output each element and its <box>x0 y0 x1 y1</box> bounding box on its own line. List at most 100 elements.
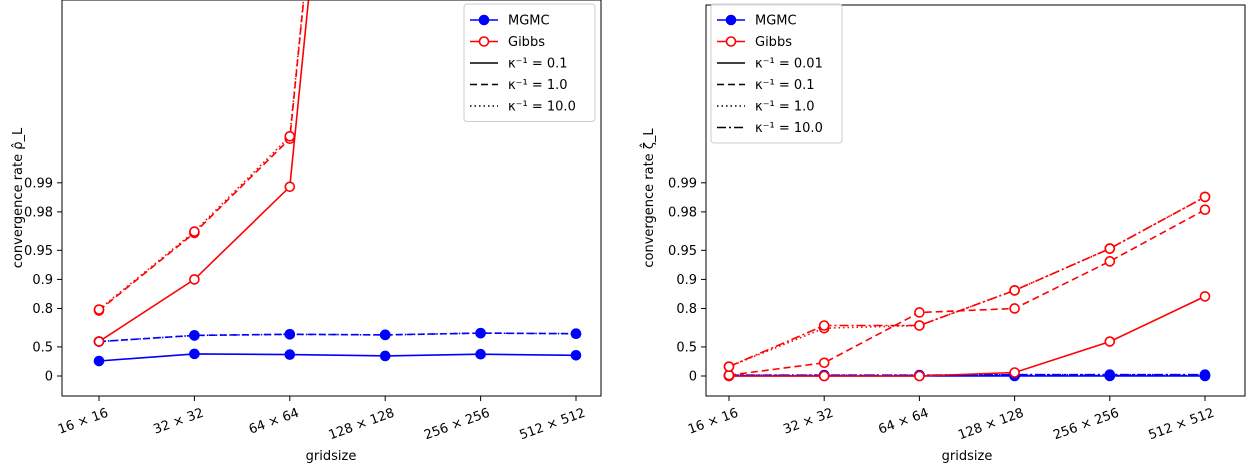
right-legend: MGMC Gibbs κ⁻¹ = 0.01 κ⁻¹ = 0.1 κ⁻¹ = 1.0 κ⁻¹… <box>710 3 843 144</box>
data-point <box>93 355 105 367</box>
series-line <box>98 0 310 343</box>
legend-label: Gibbs <box>508 35 545 50</box>
data-point <box>1104 369 1116 381</box>
x-tick-label: 128 × 128 <box>327 406 397 444</box>
series-line <box>98 0 305 311</box>
data-point <box>284 181 296 193</box>
y-tick-label: 0.8 <box>32 302 53 317</box>
data-point <box>723 369 735 381</box>
right-series-layer <box>723 191 1211 382</box>
data-point <box>189 226 200 237</box>
data-point <box>723 361 735 372</box>
data-point <box>818 320 830 331</box>
right-y-axis-label: convergence rate ζ̂_L <box>640 128 657 268</box>
y-tick-label: 0.8 <box>676 302 697 317</box>
data-point <box>914 307 925 318</box>
y-tick-label: 0 <box>45 370 53 385</box>
legend-label: κ⁻¹ = 10.0 <box>508 100 576 115</box>
y-tick-label: 0.98 <box>668 205 697 220</box>
data-point <box>379 350 391 362</box>
data-point <box>1104 256 1116 267</box>
series-line <box>98 332 577 343</box>
x-tick-label: 128 × 128 <box>956 406 1026 444</box>
x-tick-label: 256 × 256 <box>1051 406 1121 444</box>
series-line <box>729 295 1206 377</box>
series-line <box>98 0 305 312</box>
left-x-axis-label: gridsize <box>306 449 357 464</box>
legend-label: κ⁻¹ = 0.01 <box>755 57 823 72</box>
series-line <box>728 196 1206 368</box>
data-point <box>818 357 830 369</box>
data-point <box>1009 285 1020 296</box>
series-line <box>98 353 577 362</box>
data-point <box>284 349 296 360</box>
data-point <box>93 304 105 315</box>
x-tick-label: 512 × 512 <box>518 406 588 444</box>
y-tick-label: 0.95 <box>24 244 53 259</box>
data-point <box>1104 243 1116 254</box>
data-point <box>1199 291 1211 302</box>
right-x-axis-label: gridsize <box>942 449 993 464</box>
legend-label: MGMC <box>508 14 550 29</box>
legend-marker <box>478 36 490 47</box>
data-point <box>93 336 105 347</box>
chart-left: 16 × 16 32 × 32 64 × 64 128 × 128 256 × 256 5… <box>11 0 602 464</box>
left-y-ticks: 0 0.5 0.8 0.9 0.95 0.98 0.99 <box>24 176 62 385</box>
right-y-ticks: 0 0.5 0.8 0.9 0.95 0.98 0.99 <box>668 176 706 385</box>
data-point <box>284 130 296 142</box>
x-tick-label: 512 × 512 <box>1147 406 1217 444</box>
series-line <box>728 196 1206 368</box>
data-point <box>475 348 486 360</box>
legend-marker <box>725 36 737 47</box>
legend-marker <box>725 14 737 26</box>
x-tick-label: 32 × 32 <box>152 406 206 438</box>
y-tick-label: 0.9 <box>676 273 697 288</box>
left-y-axis-label: convergence rate ρ̂_L <box>11 127 26 268</box>
data-point <box>1199 204 1211 216</box>
data-point <box>570 349 582 361</box>
data-point <box>475 327 486 339</box>
y-tick-label: 0.5 <box>32 340 53 355</box>
x-tick-label: 16 × 16 <box>686 406 740 438</box>
data-point <box>1199 191 1211 203</box>
y-tick-label: 0.9 <box>32 273 53 288</box>
series-line <box>98 332 577 343</box>
legend-marker <box>478 14 490 26</box>
data-point <box>818 370 830 382</box>
data-point <box>1104 336 1116 347</box>
series-line <box>728 208 1206 376</box>
data-point <box>379 329 391 341</box>
x-tick-label: 32 × 32 <box>781 406 835 438</box>
data-point <box>570 328 582 340</box>
y-tick-label: 0.98 <box>24 205 53 220</box>
right-plot-frame <box>705 4 1246 397</box>
y-tick-label: 0 <box>689 370 697 385</box>
y-tick-label: 0.5 <box>676 340 697 355</box>
legend-label: κ⁻¹ = 1.0 <box>508 78 568 93</box>
legend-label: κ⁻¹ = 0.1 <box>755 78 815 93</box>
data-point <box>914 320 925 331</box>
data-point <box>1009 303 1020 314</box>
data-point <box>284 328 296 340</box>
y-tick-label: 0.95 <box>668 244 697 259</box>
left-series-layer <box>93 0 582 367</box>
x-tick-label: 64 × 64 <box>877 406 931 438</box>
x-tick-label: 16 × 16 <box>56 406 110 438</box>
legend-label: κ⁻¹ = 0.1 <box>508 57 568 72</box>
data-point <box>1009 367 1020 378</box>
legend-label: κ⁻¹ = 10.0 <box>755 121 823 136</box>
legend-box <box>463 3 596 122</box>
y-tick-label: 0.99 <box>24 176 53 191</box>
legend-label: MGMC <box>755 14 797 29</box>
legend-label: κ⁻¹ = 1.0 <box>755 100 815 115</box>
legend-box <box>710 3 843 144</box>
data-point <box>189 330 200 341</box>
left-plot-frame <box>61 0 602 397</box>
left-x-ticks: 16 × 16 32 × 32 64 × 64 128 × 128 256 × 256 5… <box>56 396 587 443</box>
left-legend: MGMC Gibbs κ⁻¹ = 0.1 κ⁻¹ = 1.0 κ⁻¹ = 10.0 <box>463 3 596 122</box>
data-point <box>1199 369 1211 381</box>
x-tick-label: 64 × 64 <box>247 406 301 438</box>
x-tick-label: 256 × 256 <box>422 406 492 444</box>
data-point <box>914 370 925 382</box>
